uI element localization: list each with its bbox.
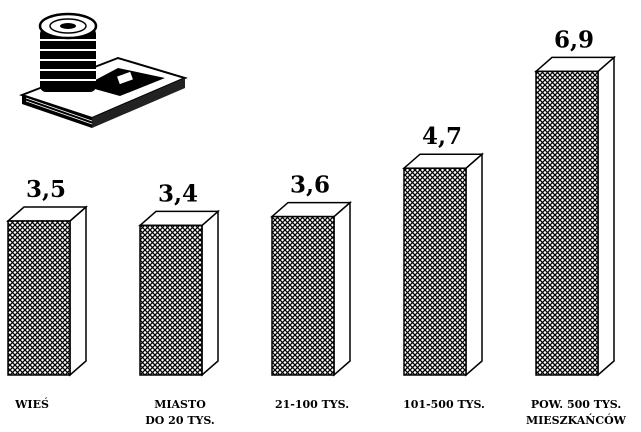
bar-side (597, 55, 615, 377)
category-label: POW. 500 TYS. MIESZKAŃCÓW (526, 398, 627, 427)
bar-side (333, 200, 351, 377)
value-label: 4,7 (422, 123, 462, 150)
bar-front (535, 70, 599, 376)
value-label: 3,6 (290, 172, 330, 199)
bar (270, 200, 352, 377)
bar-side (69, 205, 87, 377)
category-label: MIASTO DO 20 TYS. (145, 398, 215, 427)
value-label: 3,4 (158, 180, 198, 207)
money-icon (19, 12, 188, 128)
category-label: 101-500 TYS. (403, 398, 485, 411)
value-label: 3,5 (26, 176, 66, 203)
bar-front (403, 167, 467, 376)
category-label: 21-100 TYS. (275, 398, 349, 411)
bar (534, 55, 616, 377)
bar-side (465, 152, 483, 377)
bar (6, 205, 88, 377)
bar-front (7, 220, 71, 376)
value-label: 6,9 (554, 26, 594, 53)
bar (402, 152, 484, 377)
bar-front (271, 215, 335, 376)
bar-front (139, 224, 203, 376)
category-label: WIEŚ (14, 397, 49, 411)
bar (138, 209, 220, 377)
bar-side (201, 209, 219, 377)
